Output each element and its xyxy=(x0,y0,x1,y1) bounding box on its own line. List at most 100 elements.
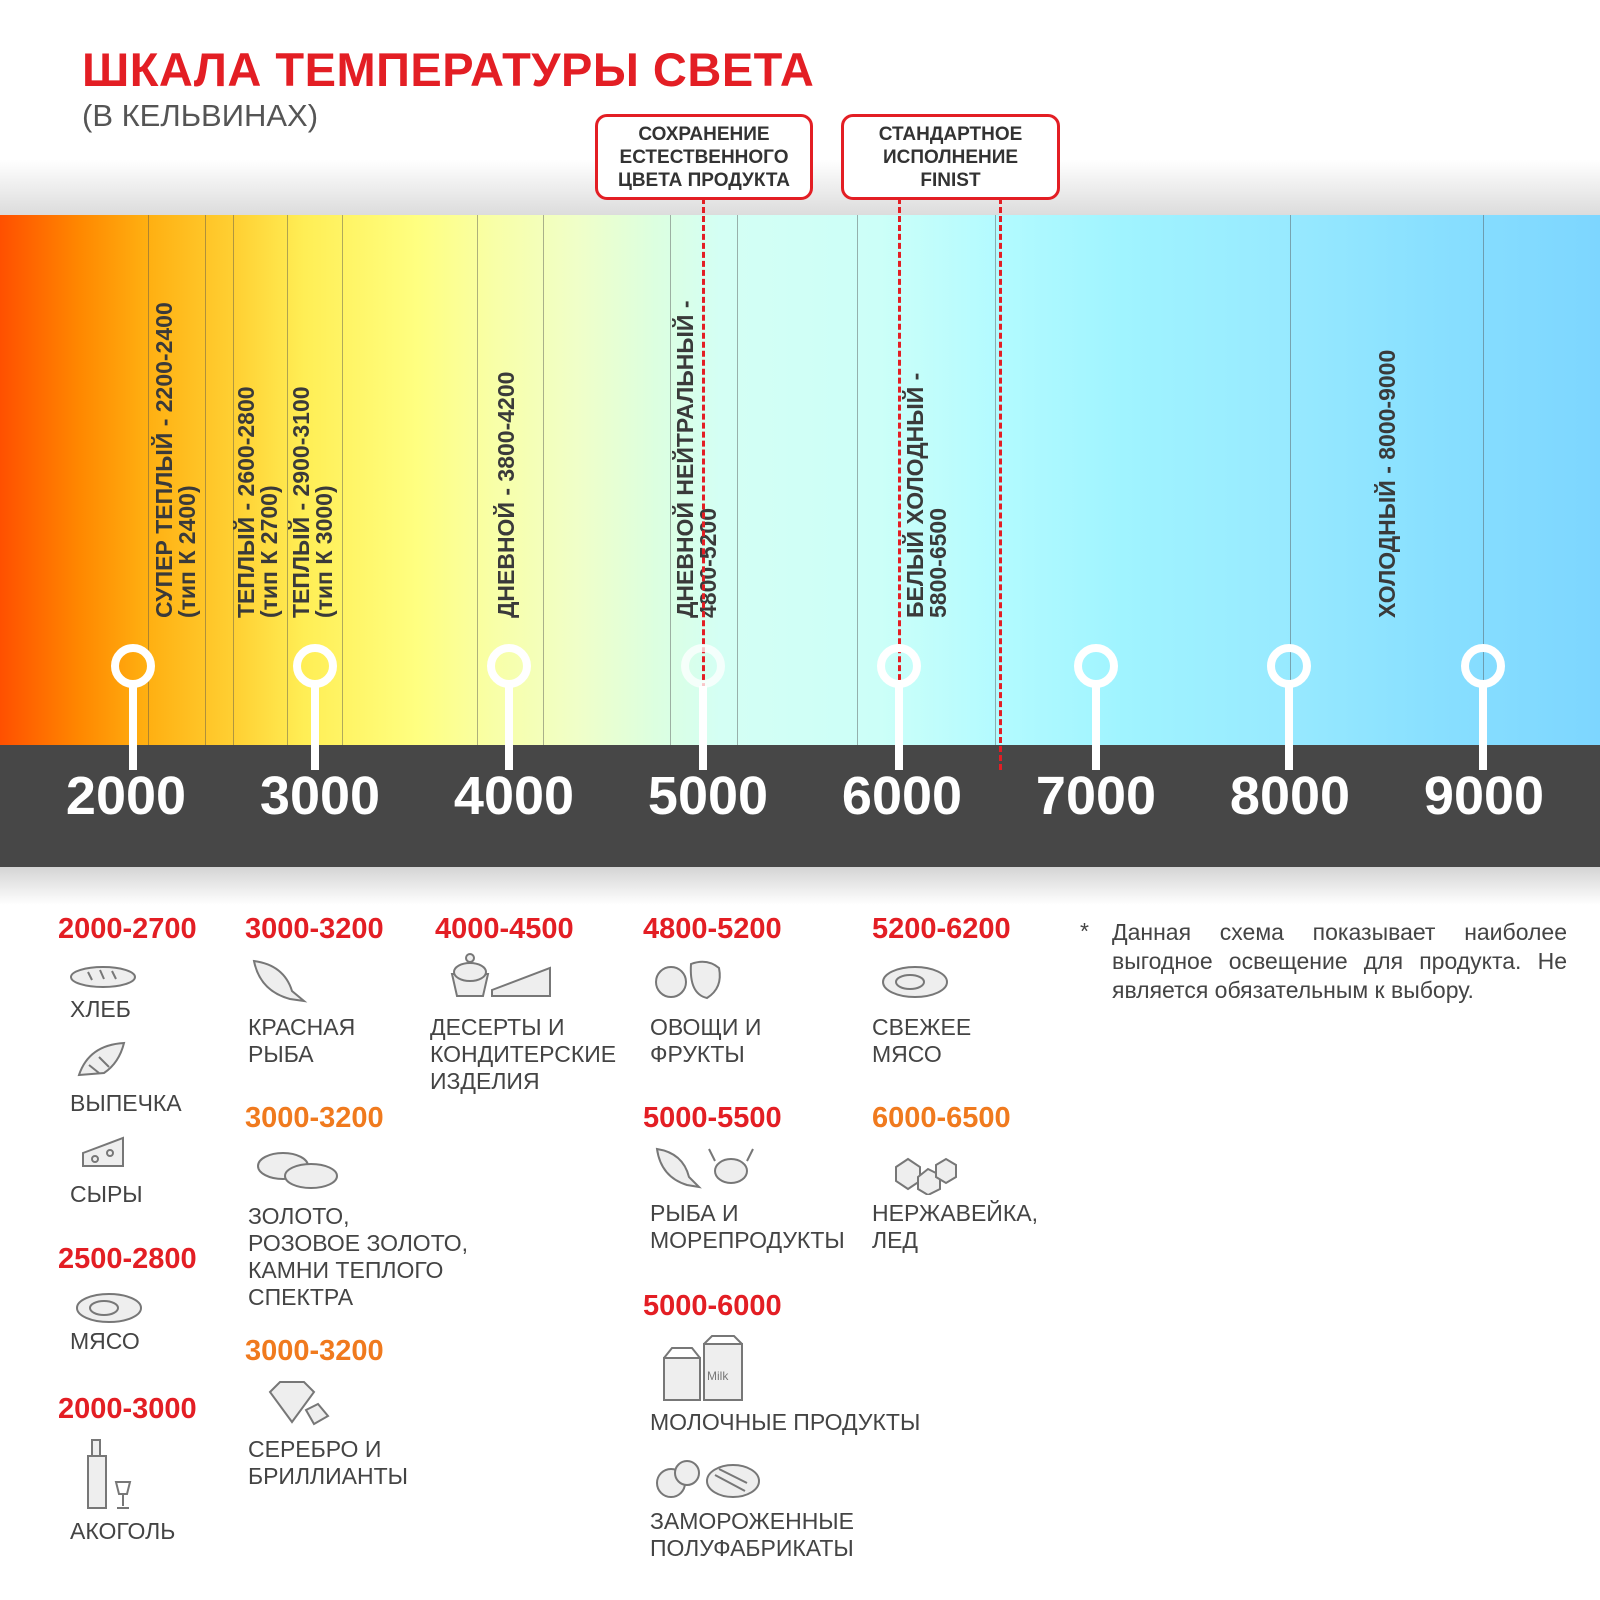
product-meat: МЯСО xyxy=(70,1328,140,1354)
product-fresh-meat: СВЕЖЕЕ МЯСО xyxy=(872,1014,972,1067)
scale-marker xyxy=(293,644,337,770)
zone-label-cool-white: БЕЛЫЙ ХОЛОДНЫЙ -5800-6500 xyxy=(902,372,951,618)
product-frozen: ЗАМОРОЖЕННЫЕ ПОЛУФАБРИКАТЫ xyxy=(650,1508,855,1561)
tick-label: 2000 xyxy=(65,766,187,826)
callout-text: ИСПОЛНЕНИЕ xyxy=(882,147,1019,168)
tick-label: 9000 xyxy=(1423,766,1545,826)
zone-text: СУПЕР ТЕПЛЫЙ - 2200-2400 xyxy=(151,302,177,618)
zone-subtext: 5800-6500 xyxy=(925,508,951,618)
vegetables-icon xyxy=(653,950,725,1007)
footnote: Данная схема показывает наиболее выгодно… xyxy=(1112,919,1567,1003)
zone-label-warm-3000: ТЕПЛЫЙ - 2900-3100 (тип К 3000) xyxy=(288,386,337,618)
zone-text: БЕЛЫЙ ХОЛОДНЫЙ - xyxy=(902,372,928,618)
product-dairy: МОЛОЧНЫЕ ПРОДУКТЫ xyxy=(650,1409,921,1435)
scale-marker xyxy=(487,644,531,770)
ice-cubes-icon xyxy=(892,1155,962,1200)
divider xyxy=(995,215,996,745)
zone-text: ДНЕВНОЙ НЕЙТРАЛЬНЫЙ - xyxy=(672,300,698,619)
divider xyxy=(287,215,288,745)
tick-label: 7000 xyxy=(1035,766,1157,826)
zone-subtext: 4800-5200 xyxy=(695,508,721,618)
divider xyxy=(670,215,671,745)
diamond-icon xyxy=(266,1380,332,1431)
croissant-icon xyxy=(74,1035,134,1088)
product-silver: СЕРЕБРО И БРИЛЛИАНТЫ xyxy=(248,1436,409,1489)
scale-bar xyxy=(0,745,1600,867)
zone-label-daylight: ДНЕВНОЙ - 3800-4200 xyxy=(493,371,519,618)
zone-text: ХОЛОДНЫЙ - 8000-9000 xyxy=(1374,349,1400,618)
cheese-icon xyxy=(80,1133,130,1178)
scale-marker xyxy=(681,644,725,770)
callout-natural-color: СОХРАНЕНИЕ ЕСТЕСТВЕННОГО ЦВЕТА ПРОДУКТА xyxy=(595,114,813,200)
divider xyxy=(342,215,343,745)
seafood-icon xyxy=(653,1143,757,1200)
product-red-fish: КРАСНАЯ РЫБА xyxy=(248,1014,356,1067)
scale-marker xyxy=(111,644,155,770)
range-label: 2000-3000 xyxy=(58,1393,197,1425)
divider xyxy=(205,215,206,745)
callout-finist-standard: СТАНДАРТНОЕ ИСПОЛНЕНИЕ FINIST xyxy=(841,114,1060,200)
scale-marker xyxy=(1461,644,1505,770)
divider xyxy=(148,215,149,745)
zone-label-super-warm: СУПЕР ТЕПЛЫЙ - 2200-2400 (тип К 2400) xyxy=(151,302,200,618)
range-label: 4800-5200 xyxy=(643,913,782,945)
milk-icon: Milk xyxy=(660,1334,750,1409)
divider xyxy=(233,215,234,745)
scale-marker xyxy=(1267,644,1311,770)
zone-text: ДНЕВНОЙ - 3800-4200 xyxy=(493,371,519,618)
range-label: 2000-2700 xyxy=(58,913,197,945)
divider xyxy=(543,215,544,745)
callout-line xyxy=(702,198,705,770)
zone-text: ТЕПЛЫЙ - 2900-3100 xyxy=(288,386,314,618)
color-temperature-gradient xyxy=(0,215,1600,745)
range-label: 5000-6000 xyxy=(643,1290,782,1322)
scale-marker xyxy=(877,644,921,770)
callout-line xyxy=(999,198,1002,770)
divider xyxy=(1290,215,1291,745)
product-seafood: РЫБА И МОРЕПРОДУКТЫ xyxy=(650,1200,845,1253)
frozen-food-icon xyxy=(653,1455,763,1508)
zone-subtext: (тип К 2700) xyxy=(256,485,282,618)
dessert-icon xyxy=(448,950,554,1007)
range-label: 6000-6500 xyxy=(872,1102,1011,1134)
bottom-shade xyxy=(0,867,1600,905)
callout-text: FINIST xyxy=(920,170,981,191)
meat-icon xyxy=(74,1290,144,1331)
page-title: ШКАЛА ТЕМПЕРАТУРЫ СВЕТА xyxy=(82,43,815,96)
steak-icon xyxy=(880,963,950,1006)
product-pastry: ВЫПЕЧКА xyxy=(70,1090,182,1116)
tick-label: 3000 xyxy=(259,766,381,826)
callout-text: СОХРАНЕНИЕ xyxy=(638,124,770,145)
rings-icon xyxy=(255,1146,341,1199)
milk-icon-text: Milk xyxy=(707,1369,729,1383)
product-cheese: СЫРЫ xyxy=(70,1181,143,1207)
bottle-wine-icon xyxy=(86,1438,136,1517)
range-label: 3000-3200 xyxy=(245,1102,384,1134)
product-desserts: ДЕСЕРТЫ И КОНДИТЕРСКИЕ ИЗДЕЛИЯ xyxy=(430,1014,617,1094)
callout-text: ЕСТЕСТВЕННОГО xyxy=(619,147,789,168)
note-asterisk: * xyxy=(1080,918,1089,944)
bread-icon xyxy=(68,962,138,995)
page-subtitle: (В КЕЛЬВИНАХ) xyxy=(82,98,319,133)
range-label: 2500-2800 xyxy=(58,1243,197,1275)
zone-subtext: (тип К 2400) xyxy=(174,485,200,618)
tick-label: 8000 xyxy=(1229,766,1351,826)
product-bread: ХЛЕБ xyxy=(70,996,131,1022)
range-label: 3000-3200 xyxy=(245,1335,384,1367)
divider xyxy=(1483,215,1484,745)
range-label: 3000-3200 xyxy=(245,913,384,945)
zone-label-neutral: ДНЕВНОЙ НЕЙТРАЛЬНЫЙ -4800-5200 xyxy=(672,300,721,619)
tick-label: 4000 xyxy=(453,766,575,826)
callout-text: СТАНДАРТНОЕ xyxy=(878,124,1023,145)
range-label: 4000-4500 xyxy=(435,913,574,945)
range-label: 5000-5500 xyxy=(643,1102,782,1134)
fish-icon xyxy=(250,955,308,1010)
zone-label-warm-2700: ТЕПЛЫЙ - 2600-2800 (тип К 2700) xyxy=(233,386,282,618)
callout-line xyxy=(898,198,901,770)
product-alcohol: АКОГОЛЬ xyxy=(70,1518,176,1544)
product-vegetables: ОВОЩИ И ФРУКТЫ xyxy=(650,1014,762,1067)
zone-label-cold: ХОЛОДНЫЙ - 8000-9000 xyxy=(1374,349,1400,618)
divider xyxy=(857,215,858,745)
product-gold: ЗОЛОТО, РОЗОВОЕ ЗОЛОТО, КАМНИ ТЕПЛОГО СП… xyxy=(248,1203,468,1310)
product-steel-ice: НЕРЖАВЕЙКА, ЛЕД xyxy=(872,1200,1038,1253)
